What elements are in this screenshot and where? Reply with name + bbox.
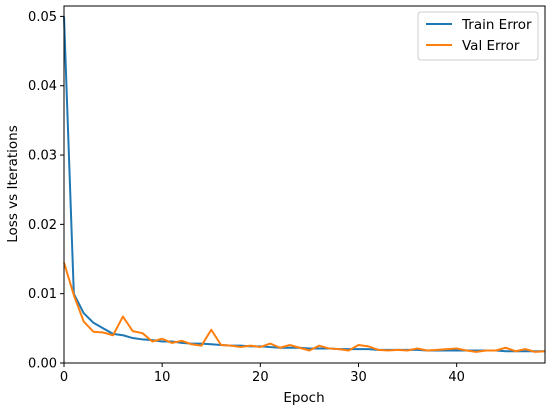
series-line-val-error [63, 262, 546, 353]
y-tick-label: 0.03 [28, 149, 57, 164]
x-tick-label: 20 [252, 370, 269, 385]
x-tick-label: 40 [448, 370, 465, 385]
x-tick-label: 10 [154, 370, 171, 385]
y-tick-label: 0.05 [28, 10, 57, 25]
y-tick-label: 0.00 [28, 357, 57, 372]
x-tick-label: 0 [60, 370, 68, 385]
x-axis-label: Epoch [283, 390, 324, 406]
axes-layer: 0 10 20 30 40 0.00 0.01 0.02 0.03 0.04 0.05 [28, 5, 546, 385]
y-tick-label: 0.04 [28, 79, 57, 94]
legend-label: Train Error [461, 17, 532, 33]
series-layer [63, 16, 546, 353]
y-tick-label: 0.02 [28, 218, 57, 233]
axes-frame [63, 5, 546, 364]
y-tick-label: 0.01 [28, 287, 57, 302]
legend: Train Error Val Error [417, 11, 539, 61]
x-tick-label: 30 [350, 370, 367, 385]
y-axis-label: Loss vs Iterations [5, 125, 21, 243]
legend-label: Val Error [462, 38, 520, 54]
